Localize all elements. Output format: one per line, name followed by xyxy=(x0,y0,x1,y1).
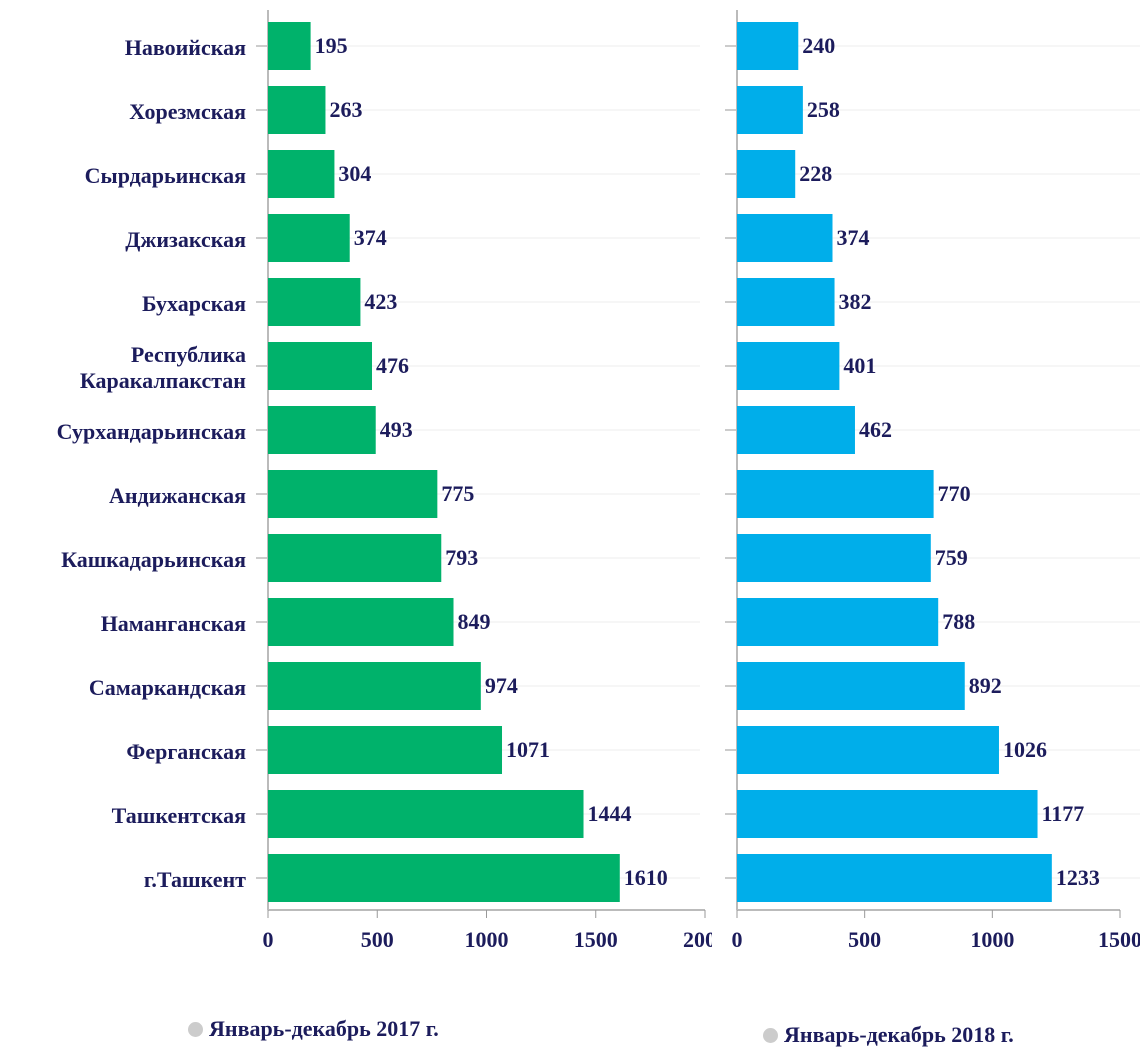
value-label: 240 xyxy=(802,33,835,58)
value-label: 770 xyxy=(938,481,971,506)
value-label: 462 xyxy=(859,417,892,442)
bar xyxy=(737,534,931,582)
category-label: Ташкентская xyxy=(111,803,246,828)
bar xyxy=(268,790,584,838)
bar xyxy=(268,150,335,198)
bar xyxy=(268,726,503,774)
bar xyxy=(737,86,803,134)
category-label: Андижанская xyxy=(108,483,246,508)
category-label: Наманганская xyxy=(100,611,246,636)
value-label: 974 xyxy=(485,673,518,698)
bar xyxy=(268,278,361,326)
bar xyxy=(737,342,840,390)
bar xyxy=(737,662,965,710)
value-label: 1071 xyxy=(506,737,550,762)
bar xyxy=(268,406,376,454)
bar xyxy=(737,406,855,454)
value-label: 849 xyxy=(458,609,491,634)
category-label: Сурхандарьинская xyxy=(56,419,246,444)
x-tick-label: 1500 xyxy=(1098,927,1140,952)
value-label: 1177 xyxy=(1042,801,1085,826)
value-label: 1610 xyxy=(624,865,668,890)
category-label: Кашкадарьинская xyxy=(61,547,246,572)
value-label: 476 xyxy=(376,353,409,378)
x-tick-label: 1500 xyxy=(574,927,618,952)
legend-marker xyxy=(763,1028,778,1043)
value-label: 1026 xyxy=(1003,737,1047,762)
bar xyxy=(268,534,442,582)
chart-2017: 195 263 304 374 423 476 493 775 793 849 974 1071 144… xyxy=(256,10,712,952)
bar xyxy=(737,214,833,262)
value-label: 892 xyxy=(969,673,1002,698)
value-label: 374 xyxy=(836,225,869,250)
x-tick-label: 1000 xyxy=(970,927,1014,952)
x-tick-label: 0 xyxy=(263,927,274,952)
value-label: 374 xyxy=(354,225,387,250)
bar xyxy=(268,470,438,518)
value-label: 423 xyxy=(364,289,397,314)
value-label: 759 xyxy=(935,545,968,570)
bar xyxy=(268,598,454,646)
value-label: 195 xyxy=(315,33,348,58)
value-label: 1444 xyxy=(588,801,632,826)
bar xyxy=(737,598,939,646)
value-label: 1233 xyxy=(1056,865,1100,890)
category-label: Самаркандская xyxy=(88,675,246,700)
value-label: 775 xyxy=(441,481,474,506)
bar xyxy=(737,22,799,70)
category-label: Ферганская xyxy=(126,739,246,764)
category-label: г.Ташкент xyxy=(143,867,246,892)
bar xyxy=(268,854,620,902)
bar xyxy=(268,214,350,262)
bar xyxy=(737,726,999,774)
value-label: 401 xyxy=(843,353,876,378)
bar xyxy=(737,854,1052,902)
value-label: 304 xyxy=(338,161,371,186)
legend-marker xyxy=(188,1022,203,1037)
x-tick-label: 500 xyxy=(848,927,881,952)
x-tick-label: 500 xyxy=(361,927,394,952)
bar xyxy=(737,470,934,518)
value-label: 258 xyxy=(807,97,840,122)
x-tick-label: 2000 xyxy=(683,927,712,952)
legend-item: Январь-декабрь 2017 г. xyxy=(188,1016,439,1042)
category-label: Сырдарьинская xyxy=(84,163,246,188)
value-label: 788 xyxy=(942,609,975,634)
legend-label: Январь-декабрь 2018 г. xyxy=(784,1022,1014,1047)
legend-label: Январь-декабрь 2017 г. xyxy=(209,1016,439,1041)
bar xyxy=(268,22,311,70)
value-label: 793 xyxy=(445,545,478,570)
bar xyxy=(737,150,796,198)
value-label: 493 xyxy=(380,417,413,442)
category-label: Бухарская xyxy=(142,291,246,316)
bar xyxy=(268,342,373,390)
value-label: 382 xyxy=(839,289,872,314)
x-tick-label: 0 xyxy=(732,927,743,952)
bar xyxy=(268,662,481,710)
legend-item: Январь-декабрь 2018 г. xyxy=(763,1022,1014,1048)
bar xyxy=(737,278,835,326)
category-label: Джизакская xyxy=(125,227,246,252)
bar xyxy=(268,86,326,134)
category-label: Республика Каракалпакстан xyxy=(79,342,246,393)
x-tick-label: 1000 xyxy=(465,927,509,952)
category-label: Хорезмская xyxy=(129,99,246,124)
value-label: 228 xyxy=(799,161,832,186)
value-label: 263 xyxy=(329,97,362,122)
bar xyxy=(737,790,1038,838)
category-label: Навоийская xyxy=(124,35,246,60)
chart-2018: 240 258 228 374 382 401 462 770 759 788 892 1026 117… xyxy=(725,10,1140,952)
